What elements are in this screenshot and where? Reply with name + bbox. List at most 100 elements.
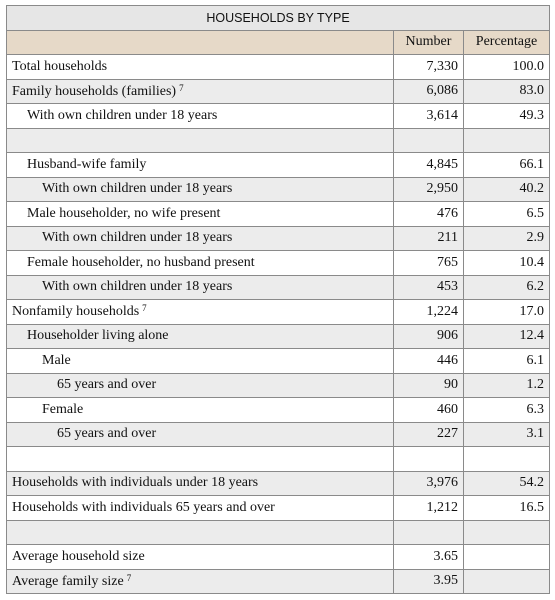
number-cell: 90 — [393, 372, 464, 398]
data-row: Family households (families) 7 6,086 83.0 — [6, 78, 551, 104]
label-text: 65 years and over — [57, 377, 157, 393]
label-text: Male — [42, 352, 71, 368]
row-label: Households with individuals 65 years and… — [6, 495, 394, 521]
data-row: Households with individuals 65 years and… — [6, 495, 551, 521]
households-table: HOUSEHOLDS BY TYPE Number Percentage Tot… — [5, 5, 551, 594]
row-label: 65 years and over — [6, 372, 394, 398]
percentage-cell: 3.1 — [462, 421, 551, 447]
percentage-cell: 12.4 — [462, 323, 551, 349]
data-row: With own children under 18 years 453 6.2 — [6, 274, 551, 300]
number-cell: 906 — [393, 323, 464, 349]
row-label — [6, 519, 394, 545]
number-cell: 227 — [393, 421, 464, 447]
number-cell: 476 — [393, 201, 464, 227]
data-row: Female householder, no husband present 76… — [6, 250, 551, 276]
number-cell — [393, 446, 464, 472]
percentage-cell — [462, 544, 551, 570]
label-text: Households with individuals 65 years and… — [12, 499, 275, 515]
blank-row — [6, 446, 551, 472]
row-label: With own children under 18 years — [6, 225, 394, 251]
row-label: Male — [6, 348, 394, 374]
number-cell: 765 — [393, 250, 464, 276]
label-text: Households with individuals under 18 yea… — [12, 475, 259, 491]
data-row: Average household size 3.65 — [6, 544, 551, 570]
percentage-cell: 17.0 — [462, 299, 551, 325]
data-row: With own children under 18 years 3,614 49.… — [6, 103, 551, 129]
number-cell: 2,950 — [393, 176, 464, 202]
label-text: With own children under 18 years — [42, 279, 233, 295]
number-cell: 1,212 — [393, 495, 464, 521]
header-row: Number Percentage — [6, 29, 551, 55]
row-label: Husband-wife family — [6, 152, 394, 178]
number-cell: 3,614 — [393, 103, 464, 129]
label-text: 65 years and over — [57, 426, 157, 442]
row-label: Male householder, no wife present — [6, 201, 394, 227]
label-text: Average household size — [12, 548, 145, 564]
percentage-cell: 83.0 — [462, 78, 551, 104]
data-row: Total households 7,330 100.0 — [6, 54, 551, 80]
number-cell: 3.95 — [393, 568, 464, 594]
percentage-cell: 1.2 — [462, 372, 551, 398]
label-text: With own children under 18 years — [42, 230, 233, 246]
number-cell — [393, 127, 464, 153]
row-label — [6, 446, 394, 472]
row-label: With own children under 18 years — [6, 176, 394, 202]
percentage-cell: 6.5 — [462, 201, 551, 227]
blank-row — [6, 519, 551, 545]
footnote-mark: 7 — [179, 82, 184, 93]
row-label — [6, 127, 394, 153]
percentage-cell: 66.1 — [462, 152, 551, 178]
number-cell — [393, 519, 464, 545]
data-row: Male 446 6.1 — [6, 348, 551, 374]
percentage-cell: 54.2 — [462, 470, 551, 496]
blank-row — [6, 127, 551, 153]
data-row: 65 years and over 227 3.1 — [6, 421, 551, 447]
row-label: 65 years and over — [6, 421, 394, 447]
row-label: With own children under 18 years — [6, 274, 394, 300]
data-row: Householder living alone 906 12.4 — [6, 323, 551, 349]
percentage-cell: 40.2 — [462, 176, 551, 202]
row-label: Average family size 7 — [6, 568, 394, 594]
number-cell: 446 — [393, 348, 464, 374]
data-row: Nonfamily households 7 1,224 17.0 — [6, 299, 551, 325]
header-blank — [6, 29, 394, 55]
data-row: Female 460 6.3 — [6, 397, 551, 423]
number-cell: 453 — [393, 274, 464, 300]
label-text: Female householder, no husband present — [27, 254, 255, 270]
percentage-cell: 6.3 — [462, 397, 551, 423]
label-text: Nonfamily households — [12, 304, 140, 320]
column-header: Percentage — [462, 29, 551, 55]
label-text: Husband-wife family — [27, 156, 147, 172]
number-cell: 1,224 — [393, 299, 464, 325]
row-label: Family households (families) 7 — [6, 78, 394, 104]
label-text: Householder living alone — [27, 328, 169, 344]
data-row: Husband-wife family 4,845 66.1 — [6, 152, 551, 178]
label-text: Total households — [12, 58, 108, 74]
number-cell: 4,845 — [393, 152, 464, 178]
number-cell: 7,330 — [393, 54, 464, 80]
percentage-cell — [462, 519, 551, 545]
row-label: Average household size — [6, 544, 394, 570]
data-row: With own children under 18 years 211 2.9 — [6, 225, 551, 251]
number-cell: 6,086 — [393, 78, 464, 104]
label-text: Female — [42, 401, 84, 417]
footnote-mark: 7 — [142, 303, 147, 314]
label-text: With own children under 18 years — [42, 181, 233, 197]
percentage-cell — [462, 127, 551, 153]
table-title: HOUSEHOLDS BY TYPE — [5, 5, 551, 31]
row-label: With own children under 18 years — [6, 103, 394, 129]
title-row: HOUSEHOLDS BY TYPE — [5, 5, 551, 31]
percentage-cell: 16.5 — [462, 495, 551, 521]
percentage-cell: 10.4 — [462, 250, 551, 276]
number-cell: 460 — [393, 397, 464, 423]
percentage-cell — [462, 446, 551, 472]
row-label: Households with individuals under 18 yea… — [6, 470, 394, 496]
number-cell: 3.65 — [393, 544, 464, 570]
percentage-cell: 6.1 — [462, 348, 551, 374]
data-row: 65 years and over 90 1.2 — [6, 372, 551, 398]
percentage-cell: 100.0 — [462, 54, 551, 80]
percentage-cell: 2.9 — [462, 225, 551, 251]
percentage-cell — [462, 568, 551, 594]
data-row: Average family size 7 3.95 — [6, 568, 551, 594]
